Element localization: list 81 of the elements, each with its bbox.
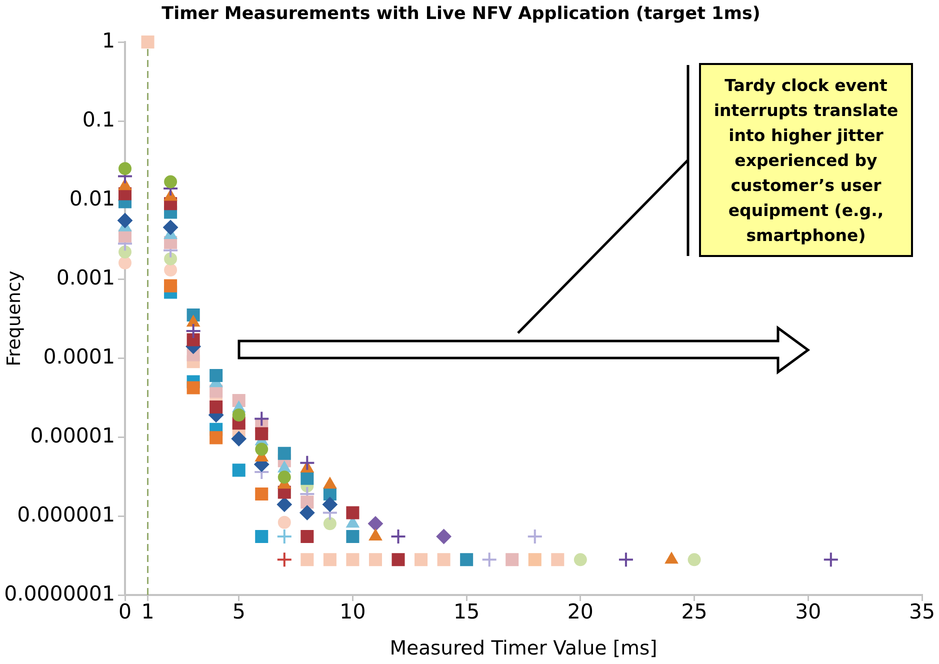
- y-axis-title: Frequency: [4, 270, 25, 366]
- point: [460, 553, 474, 566]
- point: [255, 487, 268, 500]
- note-box: Tardy clock event interrupts translate into higher jitter experienced by customer’s user equipment (e.g., smartphone): [699, 63, 913, 257]
- point: [346, 553, 360, 566]
- y-tick-label: 0.000001: [17, 502, 115, 526]
- point: [186, 381, 200, 394]
- point: [255, 530, 268, 544]
- x-tick-label: 30: [795, 600, 822, 624]
- point: [276, 496, 292, 512]
- x-tick-label: 10: [340, 600, 366, 624]
- point: [118, 256, 132, 270]
- point: [278, 446, 291, 460]
- point: [210, 369, 223, 382]
- point: [322, 496, 338, 512]
- annotation: Tardy clock event interrupts translate into higher jitter experienced by customer’s user equipment (e.g., smartphone): [712, 74, 900, 246]
- x-tick-label: 1: [141, 600, 154, 624]
- x-tick-label: 20: [567, 600, 594, 624]
- x-tick-label: 35: [908, 600, 936, 624]
- point: [231, 431, 246, 446]
- point: [300, 472, 314, 485]
- y-tick-label: 0.001: [56, 265, 115, 290]
- point: [506, 553, 519, 566]
- point: [481, 552, 498, 568]
- point: [822, 552, 839, 568]
- point: [255, 442, 268, 456]
- y-tick-label: 0.0000001: [4, 581, 115, 606]
- point: [278, 516, 291, 529]
- point: [164, 252, 178, 266]
- point: [164, 279, 178, 292]
- point: [210, 400, 223, 414]
- point: [255, 427, 268, 440]
- point: [618, 552, 634, 568]
- point: [300, 530, 314, 544]
- point: [346, 506, 360, 520]
- x-tick-label: 25: [681, 600, 708, 624]
- point: [210, 431, 223, 444]
- point: [278, 470, 291, 484]
- x-tick-label: 0: [118, 600, 132, 624]
- point: [392, 553, 405, 566]
- point: [276, 552, 292, 568]
- point: [163, 220, 178, 235]
- point: [574, 553, 587, 566]
- point: [254, 410, 270, 427]
- point: [323, 517, 336, 530]
- point: [164, 175, 178, 188]
- point: [368, 553, 382, 566]
- point: [346, 530, 360, 544]
- y-tick-label: 0.1: [82, 107, 115, 132]
- point: [368, 516, 383, 532]
- point: [437, 553, 450, 566]
- point: [300, 505, 315, 520]
- point: [164, 264, 178, 276]
- point: [185, 322, 202, 339]
- point: [323, 553, 336, 566]
- point: [526, 528, 543, 545]
- point: [299, 454, 316, 471]
- point: [118, 213, 132, 228]
- point: [276, 528, 292, 545]
- point: [414, 553, 428, 566]
- point: [528, 553, 542, 566]
- chart-title: Timer Measurements with Live NFV Application (target 1ms): [162, 4, 760, 24]
- point: [300, 553, 314, 566]
- point: [551, 553, 564, 566]
- point: [141, 35, 154, 49]
- point: [436, 529, 452, 544]
- x-axis-title: Measured Timer Value [ms]: [390, 636, 658, 660]
- x-tick-label: 15: [454, 600, 480, 624]
- x-tick-label: 5: [232, 600, 246, 624]
- point: [232, 408, 246, 422]
- point: [390, 528, 406, 545]
- point: [688, 553, 701, 566]
- point: [118, 245, 132, 258]
- point: [300, 496, 314, 509]
- point: [118, 162, 132, 176]
- y-tick-label: 1: [102, 28, 115, 52]
- y-tick-label: 0.0001: [43, 344, 115, 368]
- y-tick-label: 0.00001: [30, 423, 115, 448]
- point: [232, 464, 246, 477]
- point: [186, 333, 200, 346]
- y-tick-label: 0.01: [69, 186, 115, 210]
